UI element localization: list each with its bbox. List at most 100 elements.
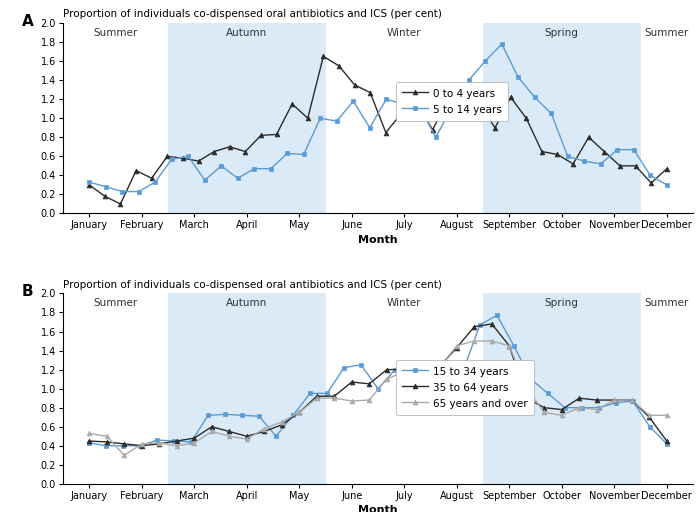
15 to 34 years <box>629 398 637 404</box>
Line: 0 to 4 years: 0 to 4 years <box>87 54 669 206</box>
Text: Autumn: Autumn <box>226 298 267 308</box>
15 to 34 years <box>170 438 178 444</box>
0 to 4 years <box>132 167 140 174</box>
35 to 64 years <box>540 404 549 411</box>
65 years and over <box>522 386 531 392</box>
35 to 64 years <box>505 343 514 349</box>
0 to 4 years <box>148 175 156 181</box>
65 years and over <box>225 433 234 439</box>
35 to 64 years <box>487 321 496 327</box>
5 to 14 years <box>365 125 374 131</box>
15 to 34 years <box>340 365 348 371</box>
Text: Proportion of individuals co-dispensed oral antibiotics and ICS (per cent): Proportion of individuals co-dispensed o… <box>63 280 442 290</box>
Bar <box>168 293 326 484</box>
0 to 4 years <box>85 182 94 188</box>
35 to 64 years <box>417 367 426 373</box>
0 to 4 years <box>413 101 421 107</box>
15 to 34 years <box>272 433 280 439</box>
35 to 64 years <box>400 367 409 373</box>
0 to 4 years <box>116 201 125 207</box>
Text: Proportion of individuals co-dispensed oral antibiotics and ICS (per cent): Proportion of individuals co-dispensed o… <box>63 10 442 19</box>
35 to 64 years <box>452 345 461 351</box>
35 to 64 years <box>277 422 286 428</box>
65 years and over <box>365 397 374 403</box>
35 to 64 years <box>435 364 444 370</box>
35 to 64 years <box>207 423 216 430</box>
65 years and over <box>260 425 269 432</box>
35 to 64 years <box>225 429 234 435</box>
Legend: 0 to 4 years, 5 to 14 years: 0 to 4 years, 5 to 14 years <box>395 81 508 121</box>
0 to 4 years <box>225 144 234 150</box>
Text: A: A <box>22 13 34 29</box>
15 to 34 years <box>425 386 433 392</box>
15 to 34 years <box>306 390 314 396</box>
35 to 64 years <box>522 395 531 401</box>
0 to 4 years <box>600 148 608 155</box>
35 to 64 years <box>610 397 619 403</box>
65 years and over <box>627 397 636 403</box>
35 to 64 years <box>645 414 654 420</box>
35 to 64 years <box>347 379 356 385</box>
0 to 4 years <box>195 158 203 164</box>
15 to 34 years <box>221 411 230 417</box>
65 years and over <box>312 395 321 401</box>
15 to 34 years <box>153 437 162 443</box>
5 to 14 years <box>465 77 473 83</box>
Bar <box>483 23 640 214</box>
0 to 4 years <box>553 152 561 158</box>
35 to 64 years <box>575 395 583 401</box>
0 to 4 years <box>101 193 109 199</box>
5 to 14 years <box>431 134 440 140</box>
35 to 64 years <box>592 397 601 403</box>
65 years and over <box>155 440 164 446</box>
5 to 14 years <box>267 166 275 172</box>
5 to 14 years <box>234 175 242 181</box>
15 to 34 years <box>119 443 127 449</box>
5 to 14 years <box>85 179 94 185</box>
Line: 65 years and over: 65 years and over <box>87 338 669 458</box>
15 to 34 years <box>442 371 450 377</box>
15 to 34 years <box>323 390 331 396</box>
15 to 34 years <box>458 369 467 375</box>
15 to 34 years <box>136 443 144 449</box>
5 to 14 years <box>580 158 589 164</box>
0 to 4 years <box>382 130 390 136</box>
35 to 64 years <box>190 435 199 441</box>
35 to 64 years <box>295 410 304 416</box>
0 to 4 years <box>428 126 437 133</box>
35 to 64 years <box>102 439 111 445</box>
15 to 34 years <box>561 404 569 411</box>
5 to 14 years <box>531 94 539 100</box>
5 to 14 years <box>564 153 572 159</box>
5 to 14 years <box>134 188 143 195</box>
5 to 14 years <box>102 184 110 190</box>
15 to 34 years <box>544 390 552 396</box>
65 years and over <box>382 376 391 382</box>
0 to 4 years <box>210 148 218 155</box>
0 to 4 years <box>584 134 593 140</box>
5 to 14 years <box>300 152 308 158</box>
0 to 4 years <box>366 90 375 96</box>
65 years and over <box>662 412 671 418</box>
5 to 14 years <box>415 103 424 109</box>
5 to 14 years <box>382 96 391 102</box>
5 to 14 years <box>613 146 622 153</box>
35 to 64 years <box>120 441 129 447</box>
65 years and over <box>645 412 654 418</box>
0 to 4 years <box>491 125 499 131</box>
Text: B: B <box>22 284 34 299</box>
5 to 14 years <box>250 166 258 172</box>
65 years and over <box>540 410 549 416</box>
5 to 14 years <box>498 41 506 47</box>
Text: Winter: Winter <box>387 298 421 308</box>
0 to 4 years <box>662 166 671 172</box>
65 years and over <box>400 369 409 375</box>
0 to 4 years <box>335 63 343 69</box>
5 to 14 years <box>167 156 176 162</box>
35 to 64 years <box>242 433 251 439</box>
5 to 14 years <box>283 151 291 157</box>
Text: Winter: Winter <box>387 28 421 38</box>
Text: Summer: Summer <box>93 298 138 308</box>
5 to 14 years <box>629 146 638 153</box>
0 to 4 years <box>288 101 296 107</box>
